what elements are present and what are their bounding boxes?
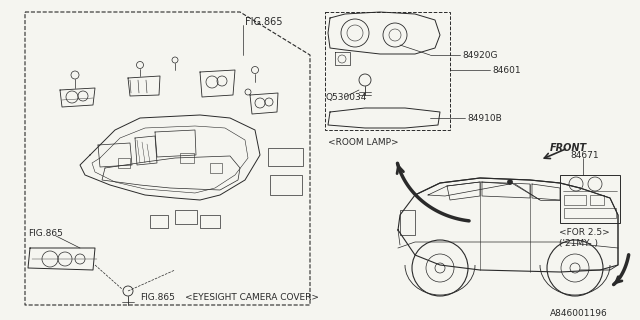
Text: 84920G: 84920G xyxy=(462,51,497,60)
Bar xyxy=(200,215,220,228)
Text: FIG.865: FIG.865 xyxy=(28,228,63,237)
Bar xyxy=(325,12,450,130)
Text: ('21MY- ): ('21MY- ) xyxy=(559,238,598,247)
Bar xyxy=(270,175,302,195)
Bar xyxy=(180,153,194,163)
Bar xyxy=(400,210,415,235)
Text: A846001196: A846001196 xyxy=(550,308,608,317)
Text: FIG.865: FIG.865 xyxy=(245,17,282,27)
Bar xyxy=(268,148,303,166)
Text: 84910B: 84910B xyxy=(467,114,502,123)
Bar xyxy=(564,195,586,205)
Bar xyxy=(150,215,168,228)
Text: FRONT: FRONT xyxy=(550,143,587,153)
Text: FIG.865: FIG.865 xyxy=(140,293,175,302)
Bar xyxy=(560,175,620,223)
Bar xyxy=(118,158,130,168)
Bar xyxy=(175,210,197,224)
Bar xyxy=(590,195,604,205)
Text: <ROOM LAMP>: <ROOM LAMP> xyxy=(328,138,399,147)
Text: <FOR 2.5>: <FOR 2.5> xyxy=(559,228,610,236)
Bar xyxy=(564,208,616,218)
Bar xyxy=(210,163,222,173)
Text: Q530034: Q530034 xyxy=(325,92,366,101)
Text: <EYESIGHT CAMERA COVER>: <EYESIGHT CAMERA COVER> xyxy=(185,293,319,302)
Circle shape xyxy=(508,180,513,185)
Text: 84601: 84601 xyxy=(492,66,520,75)
Text: 84671: 84671 xyxy=(570,150,598,159)
